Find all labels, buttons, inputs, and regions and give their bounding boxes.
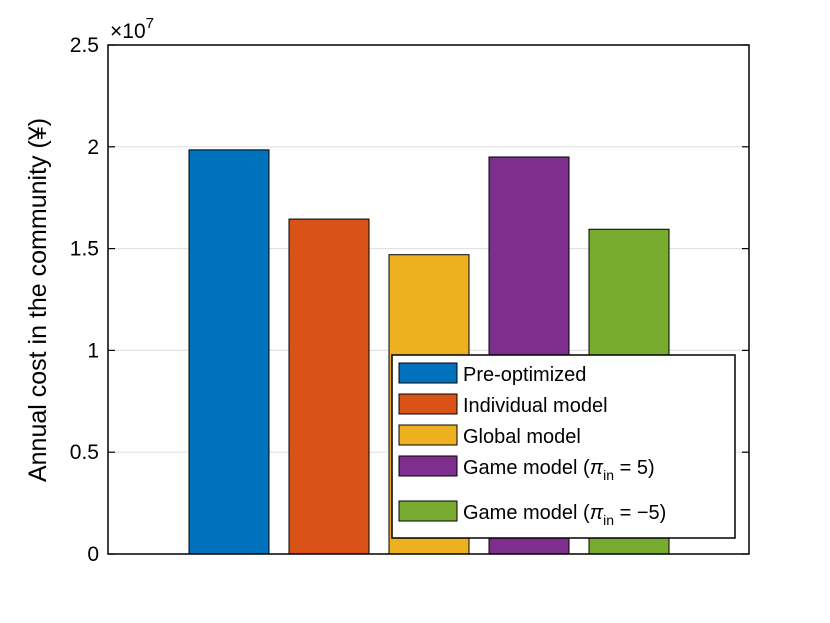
y-tick-label: 2	[87, 136, 99, 159]
y-tick-label: 1	[87, 339, 99, 362]
legend-swatch-1	[398, 362, 458, 384]
legend-swatch-2	[398, 393, 458, 415]
y-tick-label: 1.5	[70, 238, 99, 261]
y-axis-ticks: 0 0.5 1 1.5 2 2.5	[70, 34, 749, 566]
y-axis-label: Annual cost in the community (¥)	[24, 118, 52, 482]
y-tick-label: 0	[87, 543, 99, 566]
legend-label-3: Global model	[463, 426, 581, 448]
y-tick-label: 0.5	[70, 441, 99, 464]
legend-label-2: Individual model	[463, 395, 608, 417]
legend-swatch-3	[398, 424, 458, 446]
legend-swatch-5	[398, 500, 458, 522]
legend-label-5: Game model (πin = −5)	[463, 502, 666, 528]
y-tick-label: 2.5	[70, 34, 99, 57]
legend: Pre-optimized Individual model Global mode…	[391, 354, 736, 539]
bar-1	[188, 149, 270, 555]
bar-2	[288, 218, 370, 555]
y-multiplier: ×107	[110, 15, 154, 43]
legend-swatch-4	[398, 455, 458, 477]
y-multiplier-base: ×10	[110, 20, 146, 43]
y-multiplier-exponent: 7	[146, 15, 154, 32]
plot-frame	[107, 44, 750, 555]
legend-label-4: Game model (πin = 5)	[463, 457, 655, 483]
legend-label-1: Pre-optimized	[463, 364, 586, 386]
